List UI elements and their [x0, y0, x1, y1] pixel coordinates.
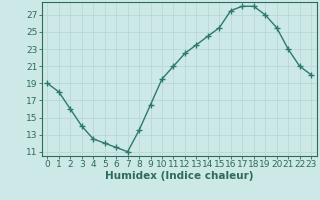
X-axis label: Humidex (Indice chaleur): Humidex (Indice chaleur) [105, 171, 253, 181]
